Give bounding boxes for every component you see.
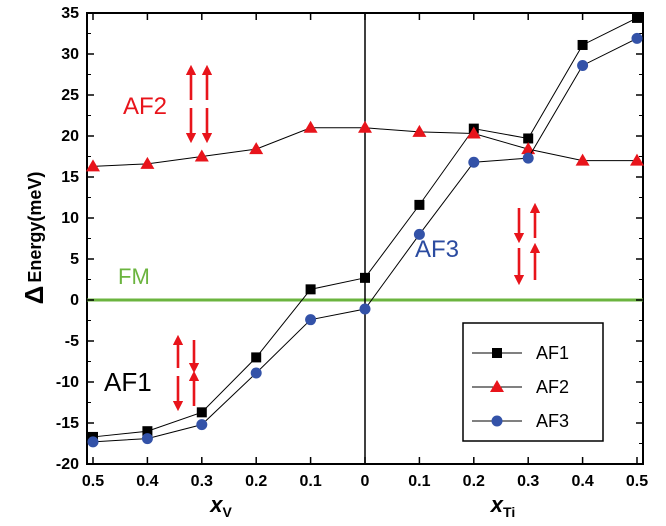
x-tick-label: 0.5: [626, 473, 648, 490]
af3-data-point: [631, 32, 643, 44]
y-tick-label: 30: [61, 46, 79, 63]
x-axis-label-right: xTi: [490, 492, 515, 520]
af2-data-point: [86, 159, 100, 172]
y-tick-label: -15: [56, 415, 79, 432]
y-tick-label: -20: [56, 456, 79, 473]
y-tick-label: 0: [70, 292, 79, 309]
legend-label-af3: AF3: [536, 411, 569, 431]
y-axis-label: Δ Energy(meV): [19, 172, 49, 305]
af3-data-point: [305, 314, 317, 326]
af3-data-point: [87, 436, 99, 448]
af1-annotation: AF1: [104, 367, 152, 397]
y-tick-label: -10: [56, 374, 79, 391]
af2-annotation: AF2: [123, 93, 167, 120]
af2-data-point: [412, 124, 427, 137]
af3-data-point: [413, 228, 425, 240]
x-tick-label: 0.3: [191, 473, 213, 490]
af3-data-point: [196, 419, 208, 431]
x-tick-label: 0.5: [82, 473, 104, 490]
af1-data-point: [251, 352, 262, 363]
y-tick-label: 25: [61, 87, 79, 104]
y-tick-label: 20: [61, 128, 79, 145]
af3-annotation: AF3: [415, 236, 459, 263]
af2-data-point: [303, 120, 318, 133]
legend-marker-af3: [491, 415, 503, 427]
af2-data-point: [630, 153, 644, 166]
af3-data-point: [577, 59, 589, 71]
y-tick-label: 15: [61, 169, 79, 186]
af1-data-point: [196, 407, 207, 418]
af1-spin-arrows-icon: [172, 334, 200, 412]
legend-box: [462, 322, 604, 442]
af3-data-point: [468, 156, 480, 168]
af1-data-point: [142, 426, 153, 437]
af2-data-point: [466, 126, 481, 139]
af3-data-point: [359, 303, 371, 315]
af2-spin-arrows-icon: [185, 64, 213, 144]
x-tick-label: 0.2: [245, 473, 267, 490]
x-axis-label-left: xV: [209, 492, 232, 520]
af1-data-point: [632, 12, 642, 23]
y-axis-label-symbol: Δ: [19, 286, 49, 305]
af2-data-point: [358, 120, 372, 133]
y-axis-ticks: -20 -15 -10 -5 0 5 10 15 20 25 30 35: [56, 5, 643, 473]
af1-data-point: [577, 39, 588, 50]
y-tick-label: 35: [61, 5, 79, 22]
af1-data-point: [360, 272, 370, 283]
fm-annotation: FM: [118, 264, 150, 289]
legend-label-af2: AF2: [536, 377, 569, 397]
af1-data-point: [414, 199, 425, 210]
af3-data-point: [141, 433, 153, 445]
x-tick-label: 0.1: [408, 473, 430, 490]
af2-data-point: [140, 156, 155, 169]
af3-data-point: [250, 367, 262, 379]
y-axis-label-text: Energy(meV): [25, 172, 45, 283]
af3-data-point: [522, 152, 534, 164]
legend: AF1 AF2 AF3: [462, 322, 604, 442]
legend-marker-af1: [492, 348, 502, 358]
x-tick-label: 0.3: [517, 473, 539, 490]
af2-data-point: [575, 153, 590, 166]
af1-data-point: [523, 133, 534, 144]
x-axis-ticks: 0.5 0.4 0.3 0.2 0.1 0 0.1 0.2 0.3 0.4 0.5: [82, 13, 648, 490]
svg-text:ΔEnergy(meV): Δ Energy(meV): [19, 172, 49, 305]
af2-data-point: [521, 142, 536, 155]
x-tick-label: 0: [361, 473, 370, 490]
series-layer: [86, 12, 644, 448]
x-tick-label: 0.4: [571, 473, 593, 490]
y-tick-label: 10: [61, 210, 79, 227]
y-tick-label: -5: [65, 333, 79, 350]
y-tick-label: 5: [70, 251, 79, 268]
af2-data-point: [194, 149, 209, 162]
legend-label-af1: AF1: [536, 343, 569, 363]
legend-marker-af2: [490, 380, 504, 392]
af3-spin-arrows-icon: [513, 202, 541, 286]
af2-data-point: [249, 142, 264, 155]
x-tick-label: 0.2: [463, 473, 485, 490]
x-tick-label: 0.1: [299, 473, 321, 490]
af1-data-point: [305, 284, 316, 295]
x-tick-label: 0.4: [136, 473, 158, 490]
